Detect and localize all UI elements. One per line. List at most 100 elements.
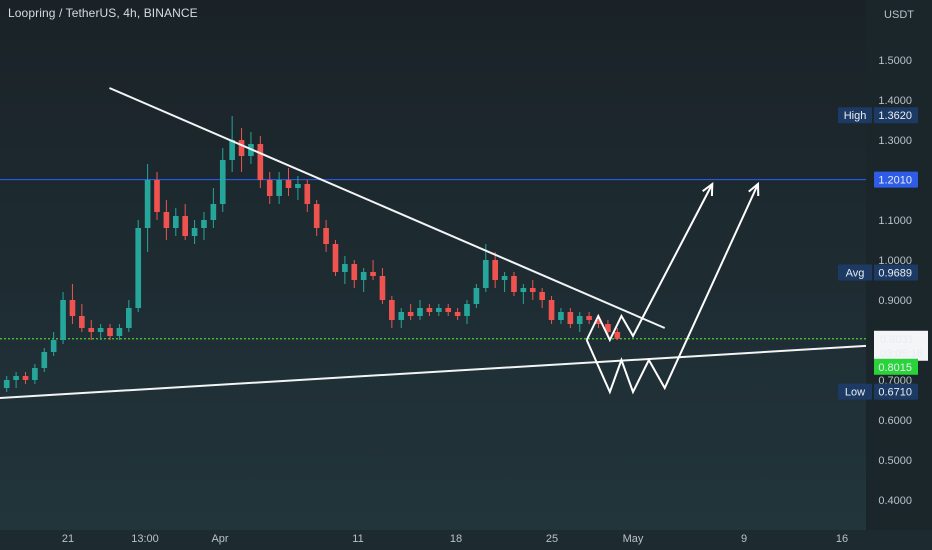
candle-body (379, 276, 386, 300)
last-price-bg (874, 330, 928, 361)
candle-body (257, 144, 264, 180)
projection-path (585, 183, 759, 395)
candle-body (163, 212, 170, 228)
bid-tag-bg (874, 358, 918, 375)
x-tick-label: Apr (211, 533, 228, 545)
candle-body (454, 312, 461, 316)
candle-body (351, 264, 358, 280)
y-tick-label: 1.0000 (878, 255, 912, 267)
candle-body (88, 328, 95, 332)
projection-arrowhead (702, 181, 714, 197)
x-tick-label: 21 (62, 533, 74, 545)
candle-body (191, 228, 198, 236)
x-tick-label: 25 (546, 533, 558, 545)
candle-body (501, 276, 508, 280)
candle-body (529, 288, 536, 292)
candle-body (576, 316, 583, 324)
candle-body (135, 228, 142, 308)
x-tick-label: 18 (450, 533, 462, 545)
y-tick-label: 0.6000 (878, 415, 912, 427)
candle-body (13, 376, 19, 380)
low-tag-value: 0.6710 (878, 387, 912, 399)
x-axis-panel (0, 530, 932, 550)
candle-body (370, 272, 376, 276)
candle-body (539, 292, 545, 300)
candle-body (266, 180, 273, 196)
y-tick-label: 1.1000 (878, 215, 912, 227)
avg-tag-value: 0.9689 (878, 267, 912, 279)
candle-body (79, 316, 85, 328)
countdown-value: 03:05:18 (880, 348, 923, 360)
candle-body (586, 316, 592, 320)
level-tag-bg (874, 171, 918, 188)
candle-body (154, 180, 160, 212)
candle-body (116, 328, 123, 336)
candle-body (464, 304, 470, 316)
descending-trendline (109, 87, 666, 329)
candle-body (342, 264, 348, 272)
low-tag-bg (874, 383, 918, 400)
candle-body (407, 312, 414, 316)
candle-body (201, 220, 207, 228)
candle-body (50, 340, 57, 352)
candle-body (219, 160, 226, 204)
candle-body (492, 260, 498, 280)
candle-body (41, 352, 48, 368)
candle-body (304, 184, 311, 204)
candle-body (389, 300, 395, 320)
candle-body (520, 288, 527, 292)
y-tick-label: 0.4000 (878, 495, 912, 507)
candle-body (614, 332, 621, 339)
y-tick-label: 1.3000 (878, 135, 912, 147)
candle-body (398, 312, 405, 320)
x-tick-label: 16 (836, 533, 848, 545)
candle-body (595, 320, 602, 324)
candle-body (445, 308, 452, 312)
x-tick-label: May (623, 533, 644, 545)
x-tick-label: 9 (741, 533, 747, 545)
high-tag-label-bg (838, 107, 872, 124)
plot-group (0, 87, 866, 399)
candle-body (285, 180, 292, 188)
ascending-trendline (0, 344, 866, 399)
candle-body (436, 308, 442, 312)
level-tag-value: 1.2010 (878, 175, 912, 187)
candle-body (426, 308, 433, 312)
candle-body (69, 300, 76, 316)
y-tick-label: 0.5000 (878, 455, 912, 467)
candle-body (548, 300, 555, 320)
x-tick-label: 13:00 (131, 533, 159, 545)
avg-tag-bg (874, 264, 918, 281)
projection-arrowhead (748, 181, 760, 197)
y-tick-label: 1.5000 (878, 55, 912, 67)
candle-body (126, 308, 132, 328)
candle-body (332, 244, 339, 272)
candle-body (229, 140, 235, 160)
bid-tag-value: 0.8015 (878, 362, 912, 374)
candle-body (511, 276, 517, 292)
candle-body (238, 140, 245, 156)
candle-body (60, 300, 66, 340)
avg-tag-label-bg (838, 264, 872, 281)
candle-body (210, 204, 217, 220)
candle-body (473, 288, 480, 304)
low-tag-label-bg (838, 383, 872, 400)
currency-label: USDT (884, 9, 914, 21)
candle-body (107, 328, 113, 336)
candle-body (567, 312, 574, 324)
x-tick-label: 11 (352, 533, 363, 545)
candle-body (22, 376, 29, 380)
candle-body (360, 272, 367, 280)
candle-body (182, 216, 188, 236)
candle-body (417, 308, 423, 316)
candle-body (144, 180, 151, 228)
candle-body (313, 204, 320, 228)
chart-title: Loopring / TetherUS, 4h, BINANCE (8, 6, 198, 20)
high-tag-label: High (844, 110, 867, 122)
candle-body (558, 312, 564, 320)
candle-body (605, 324, 611, 332)
candle-body (323, 228, 329, 244)
y-tick-label: 1.4000 (878, 95, 912, 107)
